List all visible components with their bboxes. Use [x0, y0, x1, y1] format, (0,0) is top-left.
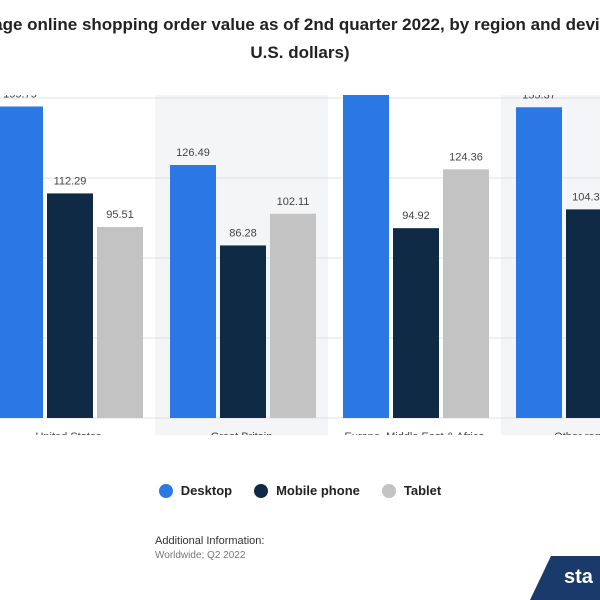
bar[interactable]: [343, 95, 389, 419]
data-label: 102.11: [277, 196, 310, 208]
additional-information: Additional Information: Worldwide; Q2 20…: [155, 535, 264, 561]
additional-information-heading: Additional Information:: [155, 535, 265, 547]
additional-information-body: Worldwide; Q2 2022: [155, 550, 246, 561]
legend-item-desktop[interactable]: Desktop: [158, 483, 233, 498]
statista-logo[interactable]: sta: [530, 556, 600, 600]
category-label: Great Britain: [211, 431, 273, 435]
legend-label-desktop: Desktop: [180, 483, 233, 498]
data-label: 126.49: [176, 147, 210, 159]
data-label: 155.75: [3, 95, 37, 101]
bar[interactable]: [516, 107, 562, 418]
bar[interactable]: [0, 106, 43, 419]
bar[interactable]: [170, 165, 216, 418]
legend-label-mobile-phone: Mobile phone: [276, 483, 360, 498]
bar-chart: 155.75126.49167.04155.37112.2986.2894.92…: [0, 95, 600, 435]
category-label: Other regions: [554, 431, 600, 435]
chart-title: Average online shopping order value as o…: [0, 12, 600, 72]
data-label: 112.29: [54, 175, 87, 187]
bar[interactable]: [270, 213, 316, 418]
chart-title-line1: Average online shopping order value as o…: [0, 15, 600, 34]
bar[interactable]: [566, 209, 600, 418]
legend-label-tablet: Tablet: [403, 483, 442, 498]
statista-logo-text: sta: [564, 566, 593, 588]
data-label: 155.37: [522, 95, 556, 101]
legend-item-mobile-phone[interactable]: Mobile phone: [254, 483, 360, 498]
bar[interactable]: [443, 169, 489, 418]
chart-title-line2: U.S. dollars): [250, 43, 350, 62]
data-label: 95.51: [106, 209, 134, 221]
legend-dot-tablet: [381, 483, 396, 498]
category-label: Europe, Middle East & Africa: [344, 431, 485, 435]
legend-item-tablet[interactable]: Tablet: [381, 483, 442, 498]
data-label: 86.28: [229, 227, 257, 239]
data-label: 124.36: [449, 151, 483, 163]
legend-dot-desktop: [158, 483, 173, 498]
data-label: 104.30: [572, 191, 600, 203]
bar[interactable]: [393, 228, 439, 418]
data-label: 94.92: [402, 210, 430, 222]
bar[interactable]: [220, 245, 266, 418]
legend-dot-mobile-phone: [254, 483, 269, 498]
chart-legend: Desktop Mobile phone Tablet: [0, 483, 600, 498]
category-label: United States: [35, 431, 102, 435]
bar[interactable]: [47, 193, 93, 418]
bar[interactable]: [97, 226, 143, 418]
